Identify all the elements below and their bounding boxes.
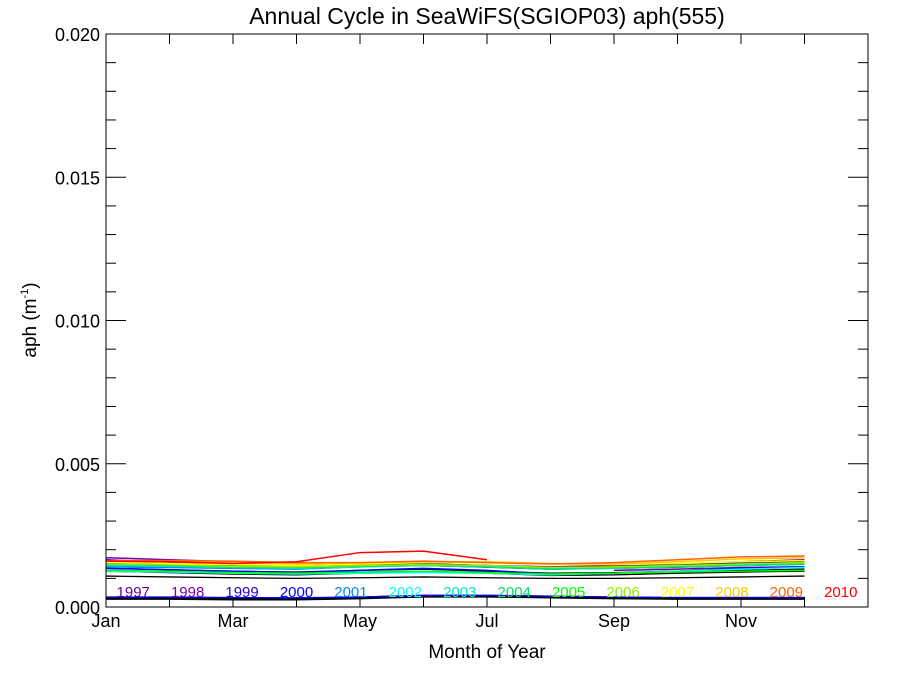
- legend-item-2010: 2010: [824, 584, 857, 601]
- x-axis: Jan Mar May Jul Sep Nov: [91, 34, 805, 631]
- legend-item-1999: 1999: [225, 584, 258, 601]
- x-tick-label: Nov: [725, 611, 757, 631]
- series-line-2006: [105, 561, 805, 569]
- legend-item-2008: 2008: [715, 584, 748, 601]
- x-tick-label: Mar: [218, 611, 249, 631]
- x-tick-label: Sep: [598, 611, 630, 631]
- series-line-aggregate-4: [105, 575, 805, 579]
- legend-item-2006: 2006: [606, 584, 639, 601]
- y-axis-label-superscript: -1: [19, 289, 31, 299]
- legend: 1997 1998 1999 2000 2001 2002 2003 2004 2005 2006…: [117, 584, 858, 601]
- chart-title: Annual Cycle in SeaWiFS(SGIOP03) aph(555…: [249, 3, 725, 29]
- y-axis-label-close: ): [20, 282, 41, 288]
- legend-item-2001: 2001: [334, 584, 367, 601]
- y-tick-label: 0.010: [55, 312, 100, 332]
- legend-item-2002: 2002: [389, 584, 422, 601]
- x-axis-label: Month of Year: [428, 642, 546, 663]
- y-axis: 0.000 0.005 0.010 0.015 0.020: [55, 25, 868, 618]
- series-line-2010: [105, 550, 488, 565]
- plot-lines: [105, 550, 805, 601]
- y-tick-label: 0.000: [55, 598, 100, 618]
- y-axis-label: aph (m-1): [19, 282, 41, 357]
- legend-item-2004: 2004: [498, 584, 531, 601]
- legend-item-2000: 2000: [280, 584, 313, 601]
- legend-item-2005: 2005: [552, 584, 585, 601]
- y-tick-label: 0.015: [55, 168, 100, 188]
- y-axis-label-main: aph (m: [20, 298, 41, 357]
- y-tick-label: 0.005: [55, 455, 100, 475]
- x-tick-label: May: [343, 611, 377, 631]
- x-tick-label: Jul: [475, 611, 498, 631]
- legend-item-2003: 2003: [443, 584, 476, 601]
- series-line-2005: [105, 569, 805, 575]
- series-line-2009: [106, 555, 805, 565]
- legend-item-1997: 1997: [117, 584, 150, 601]
- legend-item-2007: 2007: [661, 584, 694, 601]
- series-line-aggregate-6: [106, 594, 805, 599]
- y-tick-label: 0.020: [55, 25, 100, 45]
- x-tick-label: Jan: [91, 611, 120, 631]
- legend-item-1998: 1998: [171, 584, 204, 601]
- legend-item-2009: 2009: [770, 584, 803, 601]
- plot-frame: [105, 33, 869, 608]
